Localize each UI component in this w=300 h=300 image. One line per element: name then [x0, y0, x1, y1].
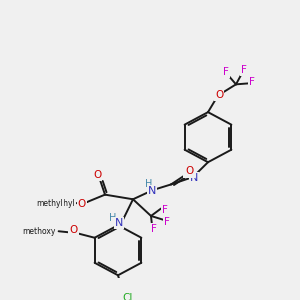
Text: F: F	[164, 217, 170, 226]
Text: F: F	[151, 224, 157, 234]
Text: N: N	[190, 173, 198, 183]
Text: F: F	[241, 64, 247, 74]
Text: O: O	[93, 170, 101, 180]
Text: H: H	[109, 213, 117, 223]
Text: methoxy: methoxy	[22, 227, 56, 236]
Text: F: F	[249, 76, 255, 87]
Text: methyl: methyl	[36, 200, 63, 208]
Text: O: O	[186, 167, 194, 176]
Text: O: O	[215, 89, 223, 100]
Text: Cl: Cl	[123, 293, 133, 300]
Text: H: H	[145, 179, 153, 189]
Text: N: N	[115, 218, 123, 228]
Text: N: N	[148, 186, 156, 196]
Text: F: F	[162, 206, 168, 215]
Text: H: H	[184, 167, 192, 177]
Text: F: F	[223, 67, 229, 77]
Text: O: O	[78, 199, 86, 209]
Text: methyl: methyl	[49, 200, 75, 208]
Text: O: O	[70, 225, 78, 235]
